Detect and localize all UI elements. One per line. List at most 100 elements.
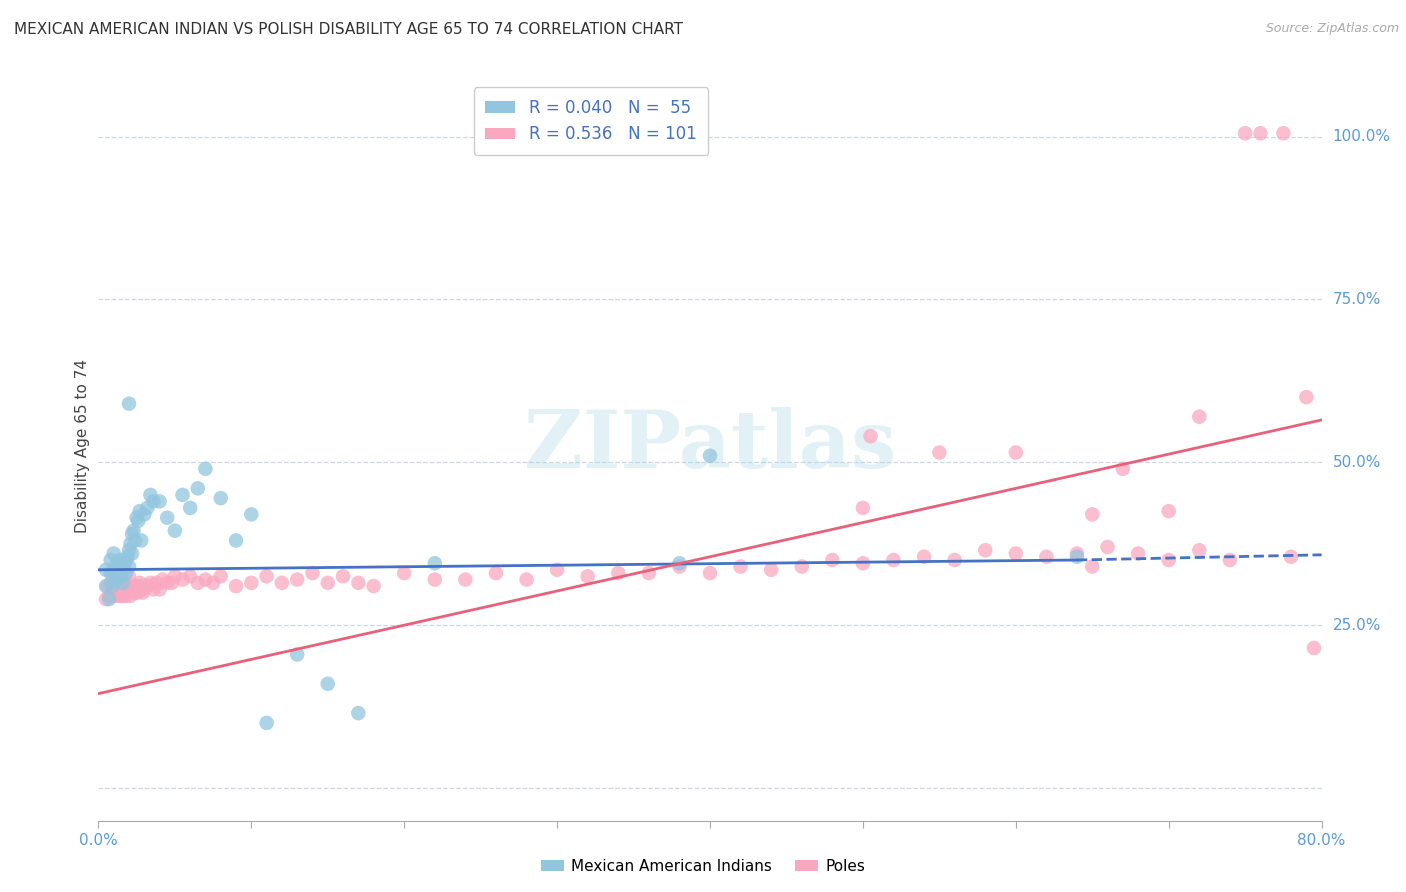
Legend: Mexican American Indians, Poles: Mexican American Indians, Poles bbox=[534, 853, 872, 880]
Point bbox=[1157, 553, 1180, 567]
Point bbox=[1081, 559, 1104, 574]
Point bbox=[285, 573, 308, 587]
Point bbox=[98, 589, 121, 603]
Point bbox=[1295, 390, 1317, 404]
Point bbox=[187, 575, 209, 590]
Point bbox=[256, 715, 278, 730]
Point bbox=[1188, 543, 1211, 558]
Point bbox=[121, 579, 143, 593]
Point bbox=[94, 592, 117, 607]
Point bbox=[115, 575, 138, 590]
Point bbox=[347, 706, 370, 720]
Point bbox=[1004, 445, 1026, 459]
Point bbox=[103, 566, 125, 580]
Point bbox=[127, 514, 149, 528]
Point bbox=[107, 559, 129, 574]
Point bbox=[124, 579, 146, 593]
Point bbox=[110, 575, 132, 590]
Point bbox=[120, 589, 142, 603]
Point bbox=[156, 575, 179, 590]
Point bbox=[112, 582, 135, 597]
Point bbox=[160, 575, 183, 590]
Point bbox=[111, 575, 134, 590]
Point bbox=[142, 582, 165, 597]
Point bbox=[134, 582, 156, 597]
Point bbox=[179, 500, 201, 515]
Point bbox=[194, 462, 217, 476]
Point bbox=[110, 589, 132, 603]
Point bbox=[285, 648, 308, 662]
Point bbox=[145, 575, 167, 590]
Point bbox=[97, 579, 120, 593]
Point bbox=[163, 524, 186, 538]
Legend: R = 0.040   N =  55, R = 0.536   N = 101: R = 0.040 N = 55, R = 0.536 N = 101 bbox=[474, 87, 709, 155]
Point bbox=[115, 553, 138, 567]
Point bbox=[516, 573, 538, 587]
Point bbox=[423, 573, 446, 587]
Point bbox=[363, 579, 385, 593]
Point bbox=[115, 589, 138, 603]
Point bbox=[699, 449, 721, 463]
Point bbox=[128, 575, 150, 590]
Point bbox=[1157, 504, 1180, 518]
Point bbox=[392, 566, 416, 580]
Point bbox=[821, 553, 844, 567]
Point bbox=[1066, 549, 1088, 564]
Point bbox=[105, 556, 128, 570]
Text: 25.0%: 25.0% bbox=[1333, 617, 1381, 632]
Point bbox=[111, 579, 134, 593]
Point bbox=[240, 575, 263, 590]
Point bbox=[347, 575, 370, 590]
Point bbox=[759, 563, 782, 577]
Point bbox=[108, 553, 131, 567]
Point bbox=[699, 566, 721, 580]
Point bbox=[107, 579, 129, 593]
Point bbox=[156, 510, 179, 524]
Point bbox=[883, 553, 905, 567]
Point bbox=[115, 566, 138, 580]
Point bbox=[1097, 540, 1119, 554]
Point bbox=[1004, 547, 1026, 561]
Point bbox=[101, 579, 124, 593]
Point bbox=[98, 592, 121, 607]
Point bbox=[179, 569, 201, 583]
Text: 75.0%: 75.0% bbox=[1333, 292, 1381, 307]
Point bbox=[110, 569, 132, 583]
Point bbox=[124, 533, 146, 548]
Point bbox=[1303, 640, 1326, 655]
Point bbox=[668, 556, 690, 570]
Text: Source: ZipAtlas.com: Source: ZipAtlas.com bbox=[1265, 22, 1399, 36]
Point bbox=[112, 559, 135, 574]
Point bbox=[637, 566, 661, 580]
Text: MEXICAN AMERICAN INDIAN VS POLISH DISABILITY AGE 65 TO 74 CORRELATION CHART: MEXICAN AMERICAN INDIAN VS POLISH DISABI… bbox=[14, 22, 683, 37]
Point bbox=[142, 494, 165, 508]
Point bbox=[332, 569, 354, 583]
Point bbox=[117, 549, 139, 564]
Point bbox=[125, 579, 148, 593]
Point bbox=[1188, 409, 1211, 424]
Point bbox=[1219, 553, 1241, 567]
Point bbox=[132, 585, 155, 599]
Point bbox=[1249, 126, 1271, 140]
Point bbox=[139, 488, 162, 502]
Y-axis label: Disability Age 65 to 74: Disability Age 65 to 74 bbox=[75, 359, 90, 533]
Point bbox=[485, 566, 508, 580]
Point bbox=[134, 508, 156, 522]
Point bbox=[103, 589, 125, 603]
Point bbox=[1112, 462, 1135, 476]
Point bbox=[859, 429, 882, 443]
Point bbox=[136, 500, 159, 515]
Point bbox=[120, 537, 142, 551]
Point bbox=[423, 556, 446, 570]
Point bbox=[125, 510, 148, 524]
Point bbox=[730, 559, 752, 574]
Point bbox=[270, 575, 292, 590]
Point bbox=[124, 585, 146, 599]
Point bbox=[852, 556, 875, 570]
Point bbox=[136, 579, 159, 593]
Point bbox=[149, 494, 172, 508]
Point bbox=[172, 573, 194, 587]
Point bbox=[912, 549, 935, 564]
Point bbox=[202, 575, 225, 590]
Point bbox=[316, 575, 339, 590]
